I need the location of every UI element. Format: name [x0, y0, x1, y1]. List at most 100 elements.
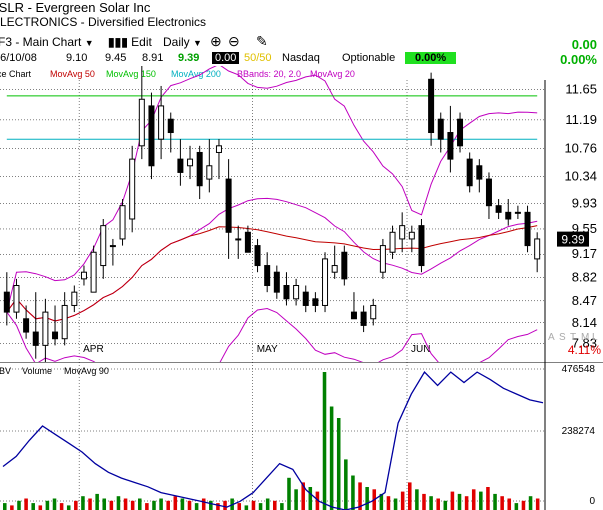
candle-body	[42, 311, 49, 346]
candle	[100, 218, 107, 279]
bband-lower-line	[6, 307, 538, 362]
candle-body	[215, 145, 222, 153]
candle	[418, 218, 425, 273]
candle	[148, 92, 155, 180]
candle-body	[225, 178, 232, 233]
candle	[485, 172, 492, 219]
scale-label: L	[592, 332, 598, 343]
month-label: MAY	[257, 344, 278, 355]
candle	[514, 205, 521, 219]
candle	[138, 66, 145, 160]
quote-date: 06/10/08	[0, 52, 37, 64]
candle	[119, 199, 126, 246]
candle-body	[3, 291, 10, 313]
header: ESLR - Evergreen Solar Inc ELECTRONICS -…	[0, 0, 603, 67]
volume-bar	[287, 477, 291, 510]
scale-label: S	[559, 332, 566, 343]
y-tick-label: 9.93	[572, 196, 597, 211]
candle-body	[322, 258, 329, 306]
y-tick-label: 0	[589, 496, 595, 507]
candle-body	[524, 211, 531, 247]
change-pct-box: 0.00%	[405, 52, 457, 64]
zoom-out-icon[interactable]: ⊖	[228, 33, 240, 49]
y-tick-label: 8.47	[572, 293, 597, 308]
volume-bar	[386, 496, 391, 510]
candle	[534, 232, 541, 273]
volume-bar	[336, 418, 341, 510]
candle	[341, 245, 348, 286]
candle	[466, 152, 473, 193]
volume-chart[interactable]: OBV Volume MovAvg 90 476548 238274 0	[0, 362, 603, 510]
period-select[interactable]: Daily ▼	[163, 35, 202, 49]
volume-bar	[237, 503, 242, 510]
industry-label: ELECTRONICS - Diversified Electronics	[0, 15, 207, 29]
optionable-label: Optionable	[342, 52, 396, 64]
candle	[206, 139, 213, 193]
candle-body	[61, 304, 68, 340]
volume-bar	[429, 496, 433, 510]
volume-bar	[31, 503, 35, 510]
volume-bar	[265, 498, 270, 510]
volume-bar	[408, 482, 412, 510]
ma50-line	[6, 225, 538, 322]
scale-label: A	[548, 332, 555, 343]
volume-bar	[415, 489, 419, 510]
edit-button[interactable]: ▮▮▮ Edit	[108, 35, 152, 49]
candle-body	[90, 251, 97, 293]
volume-bar	[301, 482, 305, 510]
y-tick-label: 11.65	[565, 81, 597, 96]
candle-body	[350, 311, 357, 320]
candle	[476, 159, 483, 193]
candle-body	[23, 318, 30, 333]
last-price-tag-bg	[557, 231, 589, 247]
y-tick-label: 10.34	[564, 168, 597, 183]
candle	[264, 252, 271, 293]
candle-body	[13, 285, 20, 313]
volume-bar	[422, 493, 426, 510]
volume-bar	[521, 500, 526, 510]
candle-body	[52, 331, 59, 340]
price-chart[interactable]: Price Chart MovAvg 50 MovAvg 150 MovAvg 200…	[0, 66, 603, 362]
volume-bar	[464, 496, 469, 510]
candle-body	[129, 158, 136, 220]
volume-bar	[81, 496, 85, 510]
candle	[129, 145, 136, 233]
volume-bar	[116, 496, 121, 510]
quote-low: 8.91	[142, 52, 164, 64]
candle	[457, 112, 464, 153]
candle-body	[283, 285, 290, 300]
draw-pencil-icon[interactable]: ✎	[256, 33, 268, 49]
legend-item: MovAvg 150	[106, 69, 156, 79]
candle-body	[485, 178, 492, 207]
candle	[244, 225, 251, 253]
quote-bidask: 50/50	[244, 52, 272, 64]
chart-select[interactable]: F3 - Main Chart ▼	[0, 35, 94, 49]
candle-body	[379, 245, 386, 273]
legend-item: MovAvg 200	[171, 69, 221, 79]
scale-label: M	[581, 332, 589, 343]
volume-bar	[244, 505, 249, 510]
right-change: 0.00	[571, 37, 597, 52]
zoom-in-icon[interactable]: ⊕	[210, 33, 222, 49]
volume-bar	[443, 500, 448, 510]
volume-bar	[273, 500, 277, 510]
month-label: JUN	[411, 344, 430, 355]
legend-item: Volume	[22, 366, 52, 376]
candle	[61, 292, 68, 346]
candle-body	[302, 291, 309, 306]
candle	[187, 145, 194, 180]
candle-body	[32, 331, 39, 346]
candle	[370, 298, 377, 326]
candle	[71, 285, 78, 313]
candle-body	[187, 158, 194, 167]
volume-bar	[59, 503, 64, 510]
volume-bar	[173, 496, 178, 510]
candle	[379, 238, 386, 279]
candle	[23, 305, 30, 339]
candle	[389, 225, 396, 259]
volume-bar	[24, 498, 28, 510]
candle-body	[476, 165, 483, 180]
candle	[302, 285, 309, 313]
candle	[505, 199, 512, 226]
candle	[524, 205, 531, 253]
